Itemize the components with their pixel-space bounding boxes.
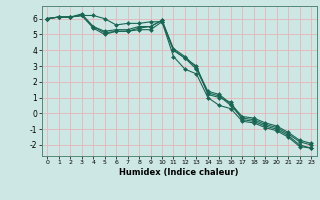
X-axis label: Humidex (Indice chaleur): Humidex (Indice chaleur) [119, 168, 239, 177]
